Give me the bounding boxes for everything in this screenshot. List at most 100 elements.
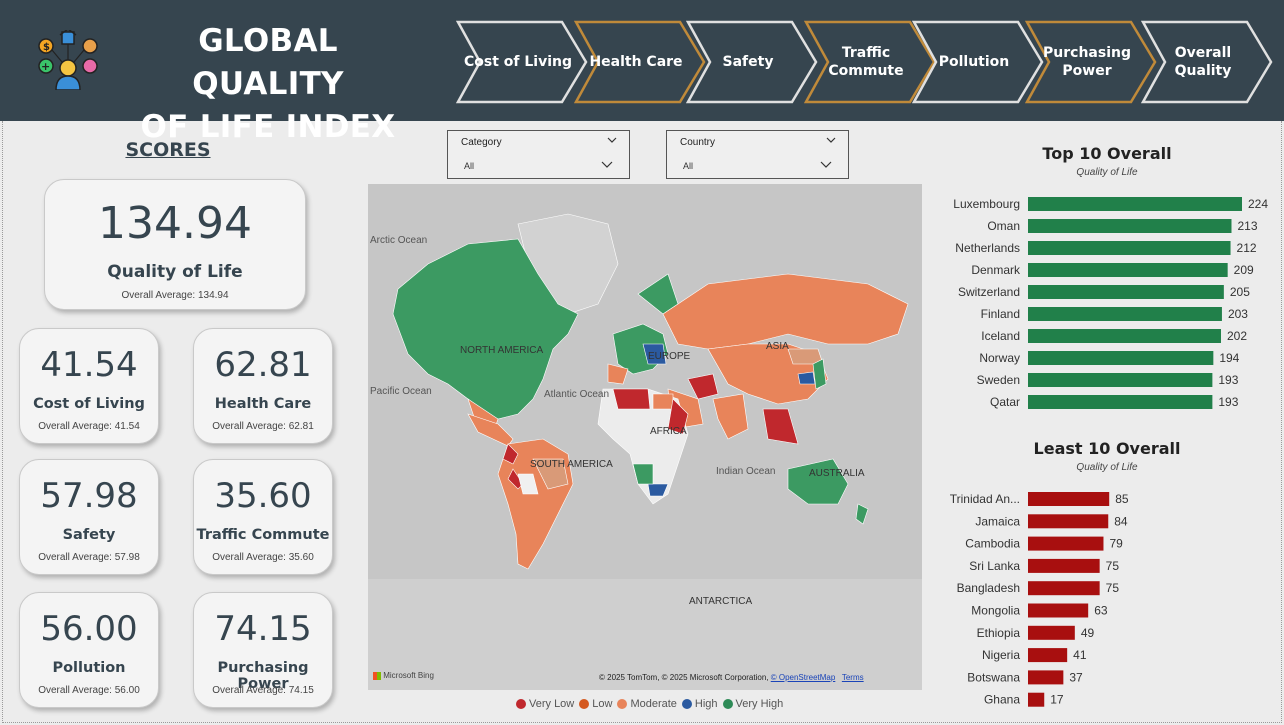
nav-pollution[interactable]: Pollution [912, 20, 1044, 104]
bar-category-label: Luxembourg [953, 197, 1020, 211]
card-label: Safety [62, 527, 116, 543]
legend-dot [722, 699, 733, 709]
bar[interactable] [1028, 307, 1222, 321]
map-credit: © 2025 TomTom, © 2025 Microsoft Corporat… [599, 673, 864, 682]
traffic-commute-card: 35.60 Traffic Commute Overall Average: 3… [193, 459, 333, 575]
bar-category-label: Denmark [971, 263, 1021, 277]
safety-card: 57.98 Safety Overall Average: 57.98 [19, 459, 159, 575]
svg-text:+: + [41, 60, 50, 73]
bar[interactable] [1028, 514, 1109, 529]
bar-value-label: 193 [1218, 395, 1238, 409]
dashboard-title: GLOBAL QUALITY OF LIFE INDEX [140, 23, 396, 145]
chevron-down-icon [607, 137, 617, 143]
chevron-down-icon[interactable] [601, 161, 613, 169]
legend-label: Low [592, 698, 613, 710]
map-label-australia: AUSTRALIA [809, 468, 865, 479]
bar-category-label: Bangladesh [957, 581, 1020, 595]
bar-value-label: 63 [1094, 604, 1108, 618]
map-label-indian: Indian Ocean [716, 466, 776, 477]
legend-item: Very Low [516, 698, 574, 710]
bar-category-label: Jamaica [975, 514, 1020, 528]
bar[interactable] [1028, 263, 1228, 277]
card-average: Overall Average: 56.00 [38, 685, 140, 696]
chevron-shape [804, 20, 936, 104]
map-legend: Very Low Low Moderate High Very High [516, 698, 783, 710]
legend-label: Moderate [630, 698, 677, 710]
bar[interactable] [1028, 670, 1064, 685]
nav-traffic-commute[interactable]: Traffic Commute [804, 20, 936, 104]
bar[interactable] [1028, 692, 1045, 707]
bar-category-label: Qatar [990, 395, 1020, 409]
nav-health-care[interactable]: Health Care [574, 20, 706, 104]
terms-link[interactable]: Terms [841, 673, 864, 682]
bar[interactable] [1028, 558, 1100, 573]
country-filter[interactable]: Country All [666, 130, 849, 179]
quality-of-life-label: Quality of Life [107, 262, 243, 282]
bar[interactable] [1028, 285, 1224, 299]
bar[interactable] [1028, 241, 1231, 255]
bar[interactable] [1028, 373, 1213, 387]
bar[interactable] [1028, 603, 1089, 618]
bar[interactable] [1028, 351, 1214, 365]
bar[interactable] [1028, 625, 1075, 640]
card-label: Health Care [214, 396, 312, 412]
nav-label: Cost of Living [464, 54, 573, 70]
bar[interactable] [1028, 648, 1068, 663]
bar[interactable] [1028, 536, 1104, 551]
bar-category-label: Botswana [967, 670, 1020, 684]
map-label-atlantic: Atlantic Ocean [544, 389, 610, 400]
nav-label: Pollution [938, 54, 1010, 70]
card-value: 41.54 [40, 345, 138, 385]
nav-cost-of-living[interactable]: Cost of Living [456, 20, 588, 104]
category-filter-title: Category [461, 137, 502, 148]
map-label-europe: EUROPE [648, 351, 691, 362]
bar-category-label: Oman [987, 219, 1020, 233]
chevron-shape [456, 20, 588, 104]
chevron-down-icon[interactable] [820, 161, 832, 169]
nav-label: Safety [722, 54, 774, 70]
bar[interactable] [1028, 329, 1221, 343]
nav-label: Traffic Commute [828, 45, 904, 79]
bar[interactable] [1028, 219, 1232, 233]
bar[interactable] [1028, 395, 1213, 409]
quality-of-life-value: 134.94 [98, 198, 252, 249]
bar[interactable] [1028, 492, 1110, 506]
dashboard-body [2, 121, 1282, 723]
bar-value-label: 213 [1237, 219, 1257, 233]
bar-value-label: 194 [1219, 351, 1239, 365]
nav-overall-quality[interactable]: Overall Quality [1141, 20, 1273, 104]
openstreetmap-link[interactable]: © OpenStreetMap [770, 673, 836, 682]
legend-item: High [681, 698, 718, 710]
bar-category-label: Trinidad An... [950, 492, 1020, 506]
nav-purchasing-power[interactable]: Purchasing Power [1025, 20, 1157, 104]
card-average: Overall Average: 74.15 [212, 685, 314, 696]
bar-category-label: Switzerland [958, 285, 1020, 299]
map-label-antarctica: ANTARCTICA [689, 596, 753, 607]
bar-value-label: 17 [1050, 693, 1064, 707]
bar-category-label: Iceland [981, 329, 1020, 343]
purchasing-power-card: 74.15 Purchasing Power Overall Average: … [193, 592, 333, 708]
bar[interactable] [1028, 581, 1100, 596]
legend-dot [579, 699, 590, 709]
chevron-shape [1141, 20, 1273, 104]
bar-value-label: 209 [1234, 263, 1254, 277]
nav-label: Purchasing Power [1043, 45, 1131, 79]
card-label: Traffic Commute [196, 527, 330, 543]
card-value: 62.81 [214, 345, 312, 385]
chevron-shape [1025, 20, 1157, 104]
card-average: Overall Average: 57.98 [38, 552, 140, 563]
map-label-africa: AFRICA [650, 426, 687, 437]
card-value: 56.00 [40, 609, 138, 649]
legend-dot [617, 699, 628, 709]
nav-safety[interactable]: Safety [686, 20, 818, 104]
bar-value-label: 193 [1218, 373, 1238, 387]
bar-value-label: 224 [1248, 197, 1268, 211]
card-label: Purchasing Power [217, 660, 309, 692]
category-filter[interactable]: Category All [447, 130, 630, 179]
bar-category-label: Ghana [984, 693, 1020, 707]
bar[interactable] [1028, 197, 1242, 211]
bar-value-label: 75 [1106, 559, 1120, 573]
quality-of-life-card: 134.94 Quality of Life Overall Average: … [44, 179, 306, 310]
world-map[interactable]: Arctic Ocean Pacific Ocean Atlantic Ocea… [368, 184, 922, 690]
bar-value-label: 49 [1081, 626, 1095, 640]
